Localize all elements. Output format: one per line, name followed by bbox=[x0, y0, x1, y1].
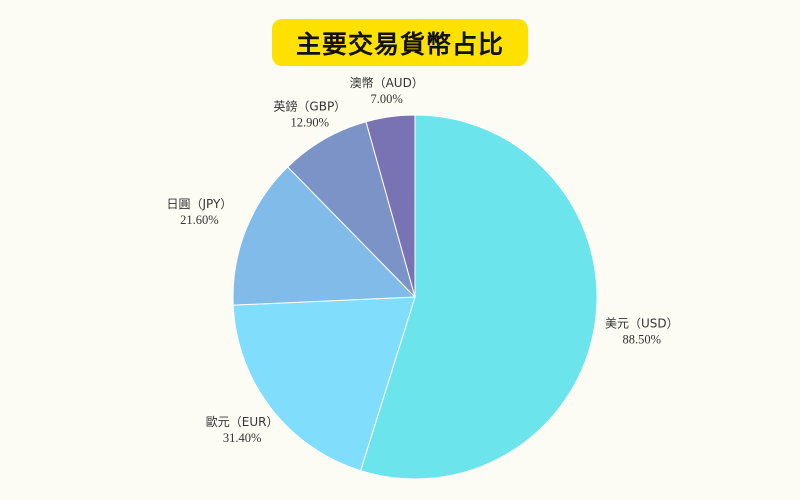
pie-slice-gbp bbox=[286, 121, 416, 298]
slice-labels: 美元（USD） 88.50% 歐元（EUR） 31.40% 日圓（JPY） 21.60% 英… bbox=[166, 76, 678, 445]
slice-value-gbp: 12.90% bbox=[291, 116, 330, 130]
pie-slice-aud bbox=[365, 114, 416, 298]
pie-slice-jpy bbox=[232, 166, 417, 306]
slice-label-jpy: 日圓（JPY） bbox=[166, 197, 232, 211]
slice-label-usd: 美元（USD） bbox=[605, 317, 679, 331]
slice-label-gbp: 英鎊（GBP） bbox=[273, 99, 346, 114]
slice-value-usd: 88.50% bbox=[623, 333, 662, 347]
slice-value-jpy: 21.60% bbox=[180, 213, 219, 227]
slice-value-eur: 31.40% bbox=[223, 431, 262, 445]
pie-slice-usd bbox=[359, 114, 598, 480]
pie-slices bbox=[232, 114, 598, 480]
chart-title-badge: 主要交易貨幣占比 bbox=[272, 19, 528, 66]
slice-label-eur: 歐元（EUR） bbox=[206, 414, 279, 429]
pie-slice-eur bbox=[232, 296, 416, 472]
chart-title: 主要交易貨幣占比 bbox=[295, 29, 504, 59]
slice-label-aud: 澳幣（AUD） bbox=[350, 76, 424, 90]
slice-value-aud: 7.00% bbox=[371, 92, 403, 106]
